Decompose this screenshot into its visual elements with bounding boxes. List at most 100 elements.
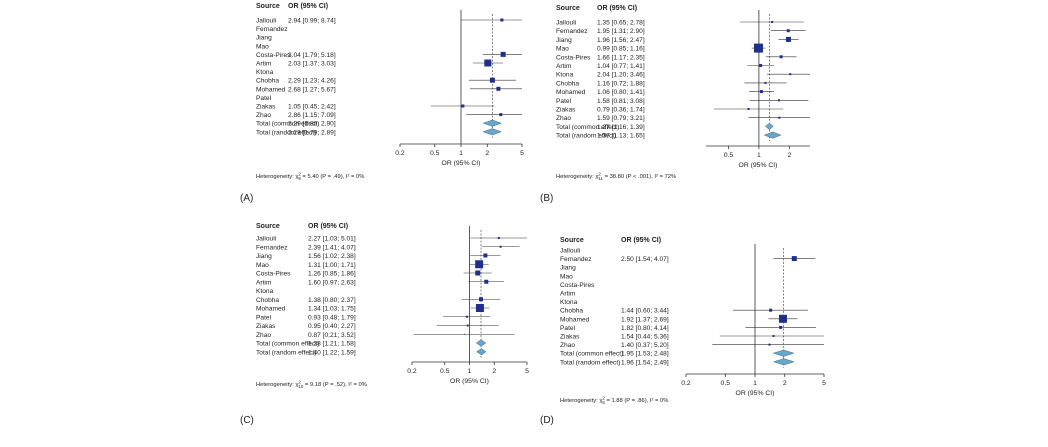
row-source-label: Fernandez (556, 28, 588, 35)
row-estimate-label: 1.44 [0.60; 3.44] (621, 308, 669, 315)
row-estimate-label: 1.38 [0.80; 2.37] (308, 297, 356, 304)
x-tick-label: 0.5 (724, 152, 734, 159)
total-source-label: Total (random effect) (256, 129, 316, 136)
row-estimate-label: 2.39 [1.41; 4.07] (308, 244, 356, 251)
study-marker (777, 99, 780, 102)
study-marker (497, 237, 500, 239)
pooled-diamond (772, 358, 795, 366)
row-estimate-label: 2.50 [1.54; 4.07] (621, 256, 669, 263)
study-marker (479, 297, 484, 302)
row-estimate-label: 1.60 [0.97; 2.63] (308, 279, 356, 286)
x-tick-label: 0.2 (395, 150, 405, 157)
column-header-source: Source (560, 237, 584, 244)
row-source-label: Costa-Pires (560, 282, 595, 289)
pooled-diamond (476, 348, 487, 356)
row-source-label: Artim (556, 63, 572, 70)
heterogeneity-stat: Heterogeneity: χ2 10 = 9.18 (P = .52), I²… (256, 380, 367, 390)
pooled-diamond (763, 131, 782, 139)
row-estimate-label: 1.59 [0.79; 3.21] (597, 115, 645, 122)
column-header-source: Source (256, 223, 280, 230)
column-header-source: Source (256, 3, 280, 10)
row-source-label: Costa-Pires (556, 54, 591, 61)
x-tick-label: 5 (525, 368, 529, 375)
row-estimate-label: 1.66 [1.17; 2.35] (597, 54, 645, 61)
x-tick-label: 1 (468, 368, 472, 375)
column-header-estimate: OR (95% CI) (597, 5, 637, 12)
row-estimate-label: 3.04 [1.79; 5.18] (288, 52, 336, 59)
row-estimate-label: 0.99 [0.85; 1.16] (597, 46, 645, 53)
study-marker (483, 253, 488, 258)
heterogeneity-prefix: Heterogeneity: χ (560, 398, 602, 404)
row-source-label: Patel (556, 98, 572, 105)
row-source-label: Ktona (560, 299, 578, 306)
row-estimate-label: 2.94 [0.99; 8.74] (288, 18, 336, 25)
study-marker (484, 279, 489, 284)
row-source-label: Ziakas (256, 323, 276, 330)
row-source-label: Chobha (256, 78, 279, 85)
x-tick-label: 0.2 (681, 380, 691, 387)
study-marker (764, 81, 767, 84)
x-tick-label: 2 (787, 152, 791, 159)
column-header-source: Source (556, 5, 580, 12)
heterogeneity-prefix: Heterogeneity: χ (256, 174, 298, 180)
row-estimate-label: 1.31 [1.00; 1.71] (308, 262, 356, 269)
heterogeneity-stat: Heterogeneity: χ2 5 = 1.88 (P = .86), I² … (560, 396, 668, 406)
x-axis-label: OR (95% CI) (739, 162, 778, 169)
row-source-label: Zhao (256, 112, 271, 119)
row-source-label: Ktona (556, 72, 574, 79)
study-marker (771, 21, 774, 23)
row-source-label: Mohamed (556, 89, 586, 96)
column-header-estimate: OR (95% CI) (308, 223, 348, 230)
study-marker (786, 29, 790, 33)
total-source-label: Total (common effect) (560, 351, 623, 358)
heterogeneity-rest: = 5.40 (P = .49), I² = 0% (301, 174, 365, 180)
study-marker (778, 314, 787, 323)
total-estimate-label: 1.40 [1.22; 1.59] (308, 349, 356, 356)
row-estimate-label: 1.06 [0.80; 1.41] (597, 89, 645, 96)
row-estimate-label: 2.29 [1.23; 4.26] (288, 78, 336, 85)
row-estimate-label: 1.96 [1.56; 2.47] (597, 37, 645, 44)
heterogeneity-prefix: Heterogeneity: χ (556, 174, 598, 180)
row-estimate-label: 1.54 [0.44; 5.36] (621, 334, 669, 341)
row-estimate-label: 1.16 [0.72; 1.88] (597, 80, 645, 87)
chi-sub: 5 (602, 400, 605, 405)
row-source-label: Mohamed (560, 316, 590, 323)
row-estimate-label: 1.58 [0.81; 3.08] (597, 98, 645, 105)
row-source-label: Artim (560, 291, 576, 298)
heterogeneity-rest: = 38.80 (P < .001), I² = 72% (603, 174, 676, 180)
row-source-label: Zhao (256, 332, 271, 339)
row-estimate-label: 2.03 [1.37; 3.03] (288, 61, 336, 68)
row-estimate-label: 2.68 [1.27; 5.67] (288, 86, 336, 93)
study-marker (500, 51, 506, 57)
chi-sup: 2 (298, 172, 301, 177)
row-estimate-label: 1.56 [1.02; 2.38] (308, 253, 356, 260)
chi-sup: 2 (598, 172, 601, 177)
row-source-label: Mohamed (256, 86, 286, 93)
chi-sub: 11 (598, 176, 603, 181)
total-source-label: Total (random effect) (256, 349, 316, 356)
x-axis-label: OR (95% CI) (736, 390, 775, 397)
row-source-label: Ktona (256, 69, 274, 76)
row-source-label: Mao (556, 46, 569, 53)
total-source-label: Total (common effect) (256, 341, 319, 348)
study-marker (747, 108, 750, 110)
row-source-label: Fernandez (560, 256, 592, 263)
total-estimate-label: 2.28 [1.79; 2.89] (288, 129, 336, 136)
total-estimate-label: 1.37 [1.13; 1.65] (597, 133, 645, 140)
total-source-label: Total (common effect) (556, 124, 619, 131)
row-estimate-label: 1.04 [0.77; 1.41] (597, 63, 645, 70)
study-marker (785, 36, 791, 42)
study-marker (768, 343, 771, 346)
heterogeneity-prefix: Heterogeneity: χ (256, 382, 298, 388)
chi-sup: 2 (602, 396, 605, 401)
row-estimate-label: 2.86 [1.15; 7.09] (288, 112, 336, 119)
row-source-label: Zhao (556, 115, 571, 122)
x-tick-label: 0.5 (721, 380, 731, 387)
study-marker (779, 55, 783, 59)
row-source-label: Jallouli (256, 236, 277, 243)
row-source-label: Mao (256, 43, 269, 50)
row-source-label: Jallouli (256, 18, 277, 25)
row-estimate-label: 0.93 [0.48; 1.79] (308, 314, 356, 321)
